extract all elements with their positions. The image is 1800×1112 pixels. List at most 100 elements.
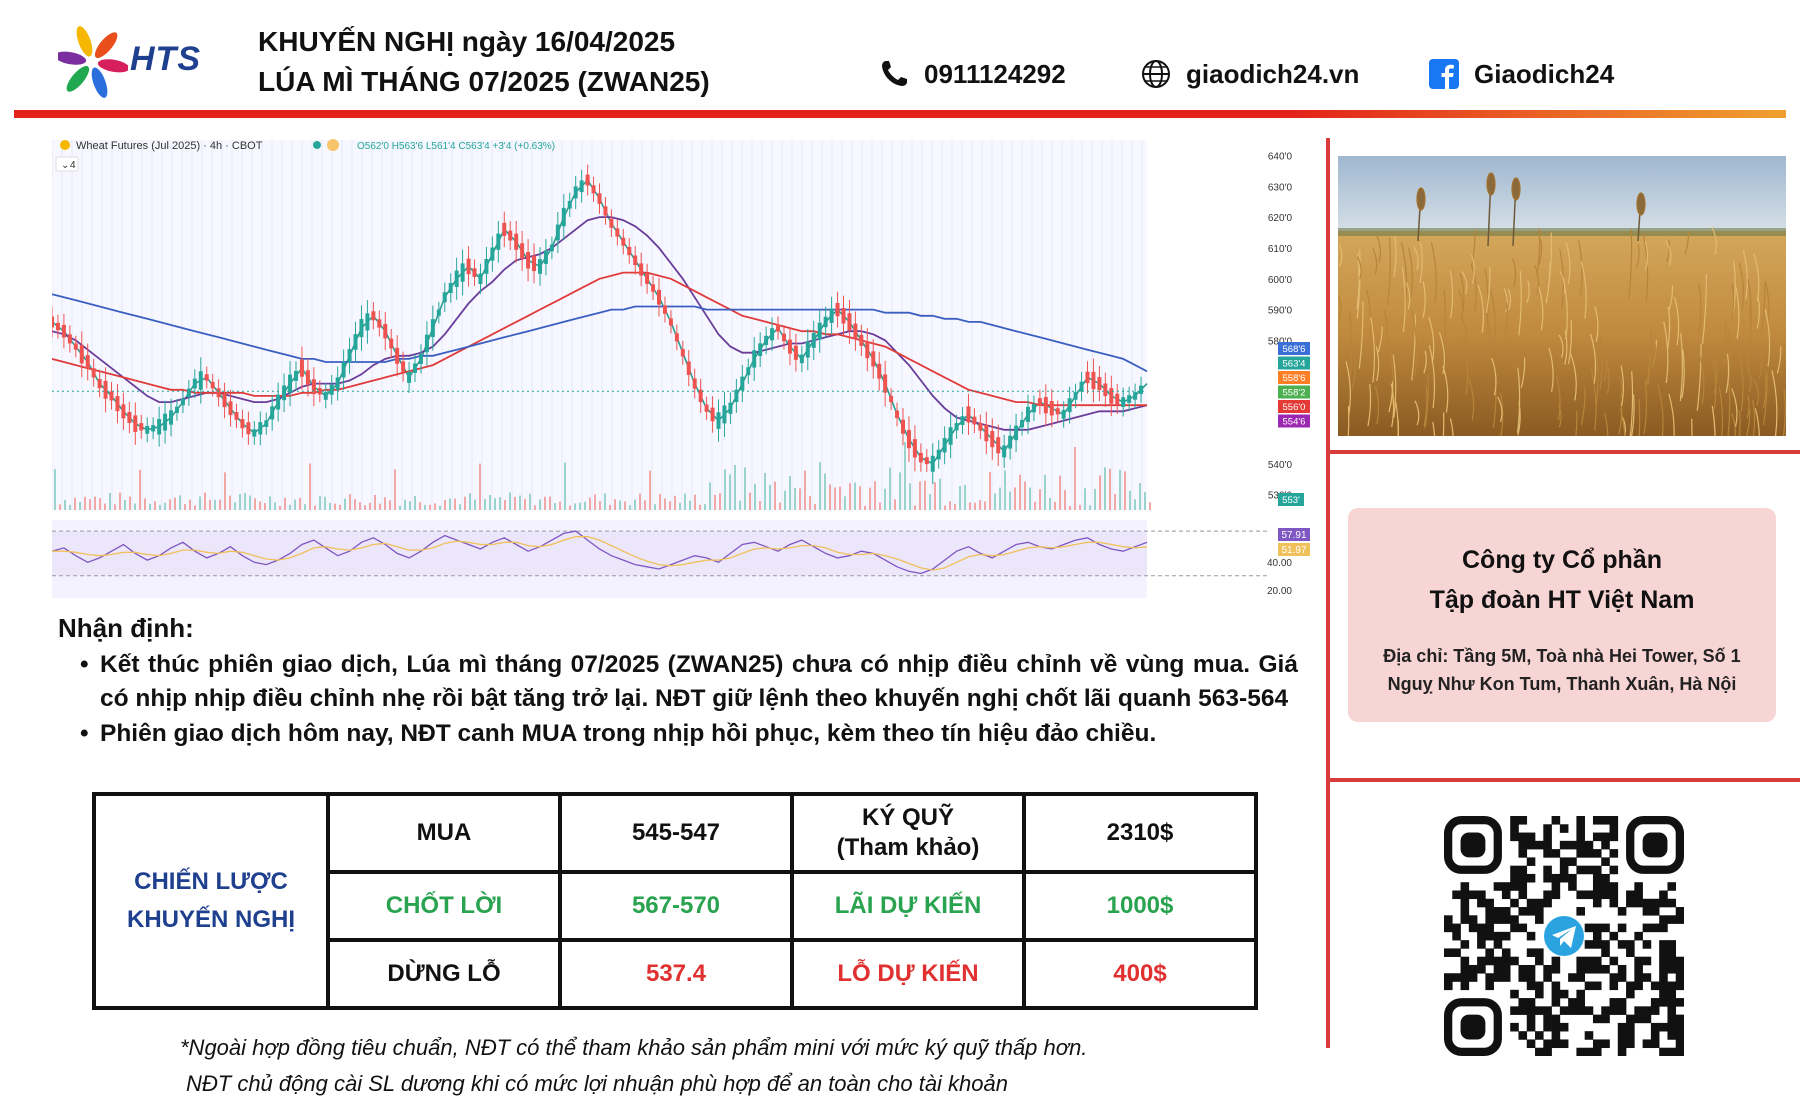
volume-bar (364, 505, 366, 510)
qr-module (1510, 816, 1519, 825)
volume-bar (379, 503, 381, 510)
phone-number[interactable]: 0911124292 (924, 58, 1066, 89)
wheat-stalk (1470, 263, 1477, 312)
qr-module (1460, 882, 1470, 891)
candle-body (413, 363, 418, 373)
qr-module (1634, 1014, 1643, 1024)
wheat-stalk (1730, 283, 1735, 321)
qr-module (1551, 1031, 1561, 1040)
qr-module (1493, 882, 1503, 891)
qr-module (1535, 948, 1544, 957)
volume-bar (1004, 470, 1006, 510)
wheat-stalk (1674, 296, 1680, 345)
wheat-stalk (1462, 339, 1469, 394)
qr-module (1477, 940, 1486, 949)
volume-bar (219, 499, 221, 510)
oscillator-label-text: 51.97 (1281, 545, 1306, 556)
qr-module (1667, 948, 1677, 957)
volume-bar (959, 486, 961, 510)
wheat-stalk (1619, 408, 1626, 436)
qr-module (1592, 865, 1602, 875)
qr-module (1559, 989, 1569, 999)
volume-bar (449, 498, 451, 510)
oscillator-label-bg (1278, 543, 1310, 556)
qr-module (1468, 923, 1478, 933)
candle-body (514, 233, 519, 250)
qr-module (1584, 964, 1594, 974)
candle-body (484, 258, 489, 274)
volume-bar (1049, 497, 1051, 510)
indicator-toggle[interactable] (55, 156, 79, 172)
telegram-qr-code[interactable] (1444, 816, 1685, 1057)
candle-body (520, 243, 525, 259)
candle-body (793, 345, 798, 360)
candle-body (912, 439, 917, 458)
candle-body (680, 349, 685, 357)
wheat-stalk (1618, 375, 1623, 399)
candle-body (746, 367, 751, 376)
wheat-stalk (1758, 348, 1763, 379)
volume-bar (779, 502, 781, 510)
volume-bar (399, 505, 401, 510)
facebook-link[interactable]: Giaodich24 (1474, 58, 1615, 89)
wheat-stalk (1485, 312, 1491, 362)
y-tick-label: 600'0 (1268, 275, 1293, 286)
contact-facebook[interactable]: Giaodich24 (1428, 58, 1614, 90)
take-profit-range: 567-570 (558, 870, 794, 942)
company-address-line1: Địa chỉ: Tầng 5M, Toà nhà Hei Tower, Số … (1383, 646, 1741, 666)
volume-bar (284, 497, 286, 510)
website-link[interactable]: giaodich24.vn (1186, 58, 1360, 89)
wheat-stalk (1526, 280, 1530, 303)
volume-bar (1019, 474, 1021, 510)
qr-module (1675, 1039, 1685, 1049)
candle-body (1127, 395, 1132, 403)
company-name: Công ty Cổ phần Tập đoàn HT Việt Nam (1348, 540, 1776, 620)
volume-bar (249, 495, 251, 510)
qr-module (1485, 956, 1494, 966)
volume-bar (1024, 481, 1026, 510)
contact-website[interactable]: giaodich24.vn (1140, 58, 1359, 90)
chart-svg: 640'0 630'0 620'0 610'0 600'0 590'0 580'0 540'0… (52, 139, 1310, 598)
wheat-stalk (1643, 379, 1648, 434)
volume-bar (239, 493, 241, 510)
wheat-stalk (1547, 232, 1553, 289)
qr-module (1501, 956, 1511, 966)
wheat-stalk (1393, 235, 1397, 278)
volume-bar (724, 469, 726, 510)
candle-body (198, 371, 203, 390)
header: HTS KHUYẾN NGHỊ ngày 16/04/2025 LÚA MÌ T… (0, 0, 1800, 118)
volume-bar (419, 502, 421, 510)
volume-bar (504, 499, 506, 510)
wheat-stalk (1763, 369, 1767, 409)
qr-module (1667, 1014, 1677, 1024)
qr-module (1634, 981, 1643, 991)
qr-module (1576, 840, 1585, 850)
volume-bar (979, 500, 981, 510)
volume-bar (864, 505, 866, 510)
candle-body (633, 255, 638, 266)
volume-bar (794, 488, 796, 510)
contact-phone[interactable]: 0911124292 (878, 58, 1066, 90)
candle-body (61, 324, 66, 338)
wheat-stalk (1507, 288, 1512, 311)
volume-bar (389, 500, 391, 510)
qr-module (1501, 890, 1511, 900)
qr-module (1609, 956, 1619, 966)
price-tag: 554'6 (1278, 414, 1310, 428)
margin-value: 2310$ (1022, 792, 1258, 874)
qr-module (1601, 940, 1610, 949)
volume-bar (64, 499, 66, 510)
wheat-stalk (1387, 237, 1391, 306)
candle-body (395, 347, 400, 364)
volume-bar (694, 494, 696, 510)
price-tag-bg (1278, 400, 1310, 413)
wheat-stalk (1370, 317, 1376, 383)
wheat-stalk (1691, 418, 1693, 436)
qr-module (1617, 907, 1627, 916)
candle-body (573, 186, 578, 199)
volume-bar (294, 499, 296, 510)
qr-module (1526, 840, 1536, 850)
wheat-stalk (1668, 285, 1674, 311)
qr-module (1568, 840, 1577, 850)
qr-module (1568, 1006, 1577, 1015)
